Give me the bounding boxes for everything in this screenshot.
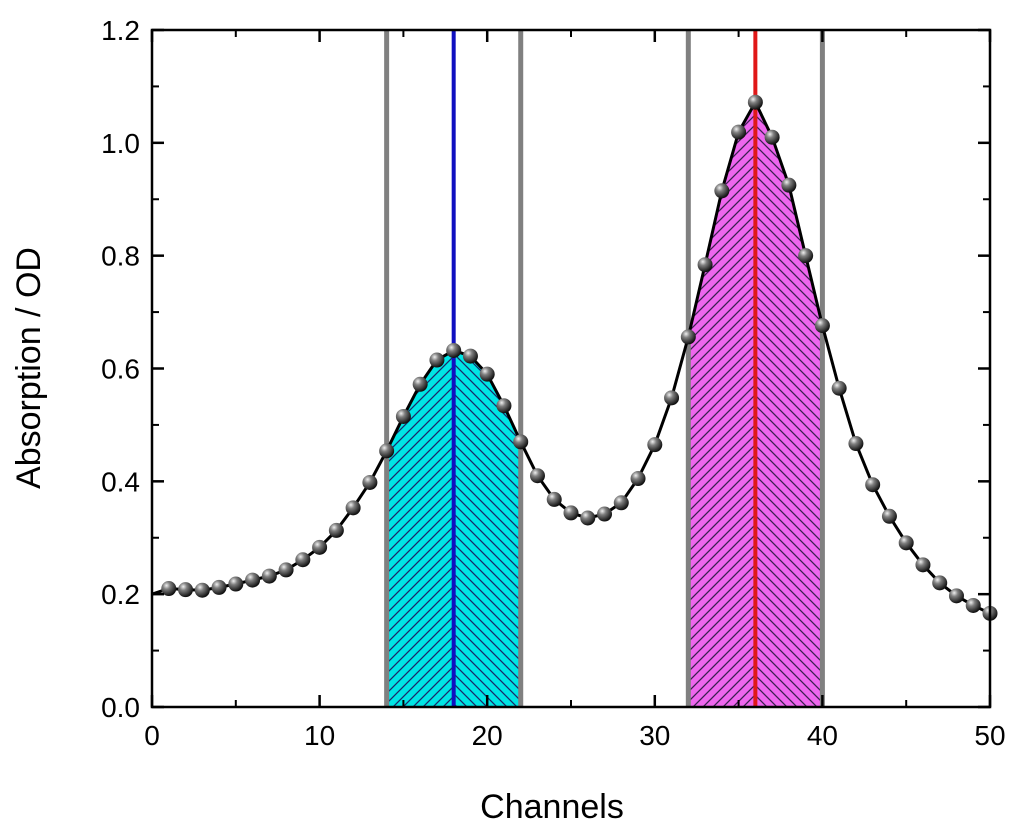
data-point [228, 576, 244, 592]
data-point [412, 376, 428, 392]
series-line [151, 100, 991, 615]
data-point [781, 177, 797, 193]
data-point [161, 581, 177, 597]
data-point [446, 342, 462, 358]
x-tick-label: 40 [807, 720, 838, 751]
data-point [915, 557, 931, 573]
data-point [680, 329, 696, 345]
band-hatch-right-1 [453, 350, 521, 707]
data-point [529, 468, 545, 484]
y-tick-label: 0.0 [101, 692, 140, 723]
y-tick-label: 1.0 [101, 128, 140, 159]
data-point [328, 522, 344, 538]
data-point [714, 183, 730, 199]
y-tick-label: 0.2 [101, 579, 140, 610]
data-point [697, 257, 713, 273]
data-point [580, 510, 596, 526]
data-point [932, 575, 948, 591]
x-axis-label: Channels [480, 788, 624, 826]
y-tick-label: 0.6 [101, 354, 140, 385]
data-point [178, 582, 194, 598]
data-point [848, 436, 864, 452]
axes: 0 10 20 30 40 50 0.0 0.2 0.4 0.6 0.8 1.0 1.2 [101, 15, 1006, 751]
data-point [597, 506, 613, 522]
data-point [731, 124, 747, 140]
data-point [312, 539, 328, 555]
data-point [664, 390, 680, 406]
x-tick-label: 20 [472, 720, 503, 751]
data-point [546, 491, 562, 507]
y-tick-label: 0.8 [101, 241, 140, 272]
data-point [245, 572, 261, 588]
x-tick-label: 30 [639, 720, 670, 751]
data-point [831, 380, 847, 396]
line-layer [384, 30, 825, 707]
data-point [814, 318, 830, 334]
data-point [479, 366, 495, 382]
plot-frame [150, 28, 992, 709]
data-point [747, 94, 763, 110]
data-point [647, 437, 663, 453]
data-point [881, 508, 897, 524]
data-point [513, 434, 529, 450]
data-point [362, 474, 378, 490]
data-point [211, 579, 227, 595]
data-point [429, 352, 445, 368]
data-point [865, 477, 881, 493]
x-tick-label: 10 [304, 720, 335, 751]
data-point [278, 562, 294, 578]
band-hatch-right-2 [755, 102, 823, 708]
y-axis-label: Absorption / OD [10, 247, 48, 489]
y-tick-label: 1.2 [101, 15, 140, 46]
data-point [194, 582, 210, 598]
band-hatch-left-1 [386, 350, 454, 707]
data-point [295, 552, 311, 568]
data-point [965, 597, 981, 613]
data-point [379, 443, 395, 459]
data-point [613, 495, 629, 511]
x-tick-label: 0 [144, 720, 160, 751]
data-point [462, 348, 478, 364]
point-layer [151, 94, 998, 621]
data-point [764, 129, 780, 145]
data-point [798, 248, 814, 264]
data-point [898, 535, 914, 551]
data-point [948, 588, 964, 604]
band-hatch-left-2 [688, 102, 756, 708]
data-point [630, 471, 646, 487]
data-point [496, 398, 512, 414]
x-tick-label: 50 [974, 720, 1005, 751]
data-point [345, 500, 361, 516]
data-point [261, 568, 277, 584]
data-point [395, 408, 411, 424]
data-point [563, 505, 579, 521]
y-tick-label: 0.4 [101, 466, 140, 497]
